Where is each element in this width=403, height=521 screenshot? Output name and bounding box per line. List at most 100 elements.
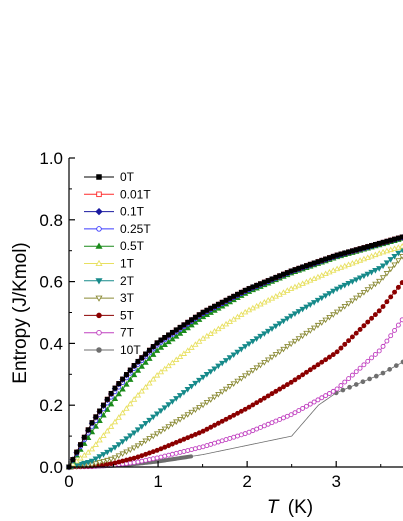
data-point — [189, 317, 195, 323]
data-point — [207, 369, 214, 375]
legend-label: 0.01T — [120, 187, 151, 201]
data-point — [273, 388, 279, 394]
data-point — [188, 321, 195, 328]
data-point — [111, 455, 119, 461]
data-point — [261, 395, 267, 401]
data-point — [192, 341, 199, 347]
data-point — [111, 418, 119, 425]
data-point — [268, 326, 276, 332]
data-point — [169, 329, 175, 335]
data-point — [165, 362, 172, 369]
axes — [68, 157, 403, 468]
y-tick-label: 1.0 — [39, 149, 63, 168]
data-point — [388, 333, 394, 339]
data-point — [276, 321, 283, 327]
data-point — [333, 309, 341, 316]
data-point — [238, 376, 245, 382]
data-point — [337, 284, 345, 291]
data-point — [96, 329, 102, 336]
data-point — [253, 336, 260, 342]
legend-entry-1T: 1T — [84, 257, 135, 271]
data-point — [104, 406, 111, 412]
data-point — [176, 393, 184, 399]
data-point — [349, 334, 355, 340]
legend-label: 10T — [120, 343, 141, 357]
series-0.5T — [65, 235, 403, 470]
data-point — [387, 266, 394, 273]
data-point — [165, 424, 172, 430]
series-2T — [65, 247, 403, 471]
data-point — [142, 438, 149, 445]
data-point — [222, 386, 230, 393]
data-point — [395, 284, 401, 290]
data-point — [130, 445, 138, 452]
data-point — [107, 423, 115, 429]
data-point — [241, 344, 249, 350]
data-point — [139, 458, 145, 464]
data-point — [130, 371, 138, 378]
data-point — [131, 460, 137, 466]
data-point — [176, 353, 184, 359]
data-point — [100, 452, 107, 458]
data-point — [84, 449, 92, 455]
data-point — [268, 354, 276, 361]
data-point — [93, 414, 99, 420]
legend-entry-0.1T: 0.1T — [84, 205, 145, 219]
data-point — [380, 370, 386, 376]
data-point — [291, 338, 299, 345]
data-point — [181, 322, 187, 328]
data-point — [369, 315, 375, 321]
data-point — [127, 460, 133, 466]
data-point — [115, 390, 122, 397]
data-point — [215, 363, 222, 370]
data-point — [104, 449, 111, 456]
legend-label: 2T — [120, 274, 135, 288]
data-point — [246, 404, 252, 410]
data-point — [395, 250, 402, 257]
data-point — [281, 384, 286, 390]
data-point — [272, 352, 279, 358]
data-point — [334, 349, 340, 355]
data-point — [153, 372, 161, 378]
x-axis-unit: (K) — [288, 497, 313, 518]
data-point — [95, 278, 103, 285]
data-point — [85, 427, 91, 433]
legend-label: 0.1T — [120, 205, 145, 219]
data-point — [315, 362, 321, 368]
data-point — [367, 376, 372, 382]
data-point — [162, 453, 168, 459]
data-point — [288, 379, 294, 385]
data-point — [146, 457, 152, 462]
legend-entry-2T: 2T — [84, 274, 135, 288]
data-point — [119, 439, 126, 445]
data-point — [95, 259, 103, 267]
data-point — [392, 327, 397, 333]
data-point — [73, 457, 80, 464]
data-point — [101, 402, 106, 408]
data-point — [95, 207, 103, 216]
data-point — [314, 322, 322, 329]
series-0.01T — [66, 234, 403, 470]
data-point — [380, 304, 386, 309]
data-point — [96, 312, 102, 319]
data-point — [264, 328, 272, 335]
data-point — [226, 355, 234, 361]
data-point — [134, 367, 142, 373]
data-point — [180, 390, 188, 396]
data-point — [127, 447, 134, 454]
data-point — [319, 395, 325, 401]
legend-label: 0T — [120, 170, 135, 184]
data-point — [287, 341, 295, 348]
data-point — [219, 389, 226, 395]
data-point — [150, 414, 157, 421]
data-point — [150, 351, 157, 357]
data-point — [97, 408, 103, 414]
x-tick-label: 1 — [153, 472, 162, 491]
data-point — [138, 440, 145, 447]
data-point — [161, 426, 168, 433]
data-point — [84, 459, 92, 466]
y-tick-label: 0.6 — [39, 273, 63, 292]
data-point — [364, 287, 371, 293]
data-point — [399, 253, 403, 260]
series-1T — [65, 243, 403, 470]
